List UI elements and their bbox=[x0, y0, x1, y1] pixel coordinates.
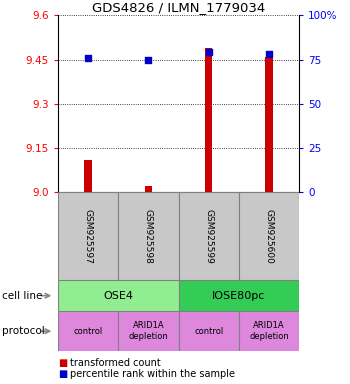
Bar bbox=[265, 56, 273, 192]
Text: control: control bbox=[73, 327, 103, 336]
Bar bbox=[205, 48, 212, 192]
Text: cell line: cell line bbox=[2, 291, 42, 301]
Text: transformed count: transformed count bbox=[70, 358, 161, 368]
Text: GSM925599: GSM925599 bbox=[204, 209, 213, 263]
Bar bbox=[178, 311, 239, 351]
Text: GSM925600: GSM925600 bbox=[265, 209, 274, 263]
Text: control: control bbox=[194, 327, 223, 336]
Text: ■: ■ bbox=[58, 358, 67, 368]
Text: ARID1A
depletion: ARID1A depletion bbox=[249, 321, 289, 341]
Point bbox=[85, 55, 91, 61]
Bar bbox=[239, 192, 299, 280]
Title: GDS4826 / ILMN_1779034: GDS4826 / ILMN_1779034 bbox=[92, 1, 265, 14]
Bar bbox=[178, 280, 299, 311]
Bar bbox=[58, 311, 118, 351]
Point bbox=[206, 50, 211, 56]
Text: ARID1A
depletion: ARID1A depletion bbox=[128, 321, 168, 341]
Bar bbox=[178, 192, 239, 280]
Bar bbox=[145, 186, 152, 192]
Bar bbox=[58, 192, 118, 280]
Text: GSM925598: GSM925598 bbox=[144, 209, 153, 263]
Bar bbox=[118, 311, 178, 351]
Text: percentile rank within the sample: percentile rank within the sample bbox=[70, 369, 235, 379]
Bar bbox=[239, 311, 299, 351]
Text: IOSE80pc: IOSE80pc bbox=[212, 291, 266, 301]
Point bbox=[266, 51, 272, 57]
Bar bbox=[58, 280, 178, 311]
Text: OSE4: OSE4 bbox=[103, 291, 133, 301]
Point bbox=[146, 56, 151, 63]
Bar bbox=[118, 192, 178, 280]
Text: ■: ■ bbox=[58, 369, 67, 379]
Bar bbox=[84, 160, 92, 192]
Text: GSM925597: GSM925597 bbox=[83, 209, 92, 263]
Text: protocol: protocol bbox=[2, 326, 44, 336]
